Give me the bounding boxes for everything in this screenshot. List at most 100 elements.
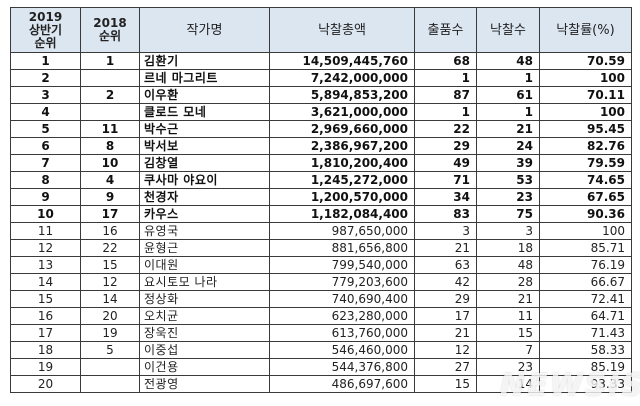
rank-2019-cell: 6 (10, 137, 81, 155)
artist-name-cell: 박수근 (139, 120, 270, 138)
sell-rate-cell: 66.67 (539, 273, 632, 291)
rank-2019-cell: 18 (10, 341, 81, 359)
table-row: 20 전광영 486,697,600 15 14 93.33 (10, 375, 632, 393)
artist-name-cell: 김환기 (139, 52, 270, 70)
lots-sold-cell: 53 (476, 171, 540, 189)
lots-offered-cell: 63 (414, 256, 477, 274)
lots-offered-cell: 34 (414, 188, 477, 206)
table-row: 5 11 박수근 2,969,660,000 22 21 95.45 (10, 120, 632, 138)
lots-offered-cell: 17 (414, 307, 477, 325)
table-row: 11 16 유영국 987,650,000 3 3 100 (10, 222, 632, 240)
rank-2019-cell: 2 (10, 69, 81, 87)
lots-offered-cell: 1 (414, 103, 477, 121)
artist-name-cell: 이중섭 (139, 341, 270, 359)
sell-rate-cell: 100 (539, 103, 632, 121)
artist-name-cell: 요시토모 나라 (139, 273, 270, 291)
table-body: 1 1 김환기 14,509,445,760 68 48 70.59 2 르네 마그리트 7,24… (10, 52, 632, 393)
rank-2019-cell: 10 (10, 205, 81, 223)
lots-sold-cell: 39 (476, 154, 540, 172)
sell-rate-cell: 71.43 (539, 324, 632, 342)
rank-2019-cell: 1 (10, 52, 81, 70)
lots-sold-cell: 75 (476, 205, 540, 223)
total-sales-cell: 5,894,853,200 (269, 86, 415, 104)
lots-sold-cell: 11 (476, 307, 540, 325)
sell-rate-cell: 58.33 (539, 341, 632, 359)
table-row: 18 5 이중섭 546,460,000 12 7 58.33 (10, 341, 632, 359)
lots-offered-cell: 29 (414, 137, 477, 155)
sell-rate-cell: 70.59 (539, 52, 632, 70)
sell-rate-cell: 74.65 (539, 171, 632, 189)
table-row: 3 2 이우환 5,894,853,200 87 61 70.11 (10, 86, 632, 104)
artist-name-cell: 오치균 (139, 307, 270, 325)
sell-rate-cell: 70.11 (539, 86, 632, 104)
table-row: 2 르네 마그리트 7,242,000,000 1 1 100 (10, 69, 632, 87)
total-sales-cell: 1,245,272,000 (269, 171, 415, 189)
table-row: 15 14 정상화 740,690,400 29 21 72.41 (10, 290, 632, 308)
table-row: 9 9 천경자 1,200,570,000 34 23 67.65 (10, 188, 632, 206)
header-rank-2019: 2019 상반기 순위 (10, 7, 81, 53)
lots-sold-cell: 18 (476, 239, 540, 257)
artist-name-cell: 클로드 모네 (139, 103, 270, 121)
table-row: 13 15 이대원 799,540,000 63 48 76.19 (10, 256, 632, 274)
lots-offered-cell: 21 (414, 324, 477, 342)
total-sales-cell: 740,690,400 (269, 290, 415, 308)
header-total: 낙찰총액 (269, 7, 415, 53)
rank-2018-cell (80, 358, 140, 376)
lots-sold-cell: 23 (476, 358, 540, 376)
artist-name-cell: 이건용 (139, 358, 270, 376)
lots-sold-cell: 15 (476, 324, 540, 342)
rank-2018-cell: 2 (80, 86, 140, 104)
total-sales-cell: 14,509,445,760 (269, 52, 415, 70)
lots-sold-cell: 1 (476, 69, 540, 87)
rank-2019-cell: 15 (10, 290, 81, 308)
total-sales-cell: 544,376,800 (269, 358, 415, 376)
header-sell-rate: 낙찰률(%) (539, 7, 632, 53)
rank-2019-cell: 13 (10, 256, 81, 274)
rank-2018-cell: 22 (80, 239, 140, 257)
total-sales-cell: 1,810,200,400 (269, 154, 415, 172)
sell-rate-cell: 76.19 (539, 256, 632, 274)
rank-2019-cell: 5 (10, 120, 81, 138)
total-sales-cell: 2,969,660,000 (269, 120, 415, 138)
rank-2019-cell: 3 (10, 86, 81, 104)
total-sales-cell: 613,760,000 (269, 324, 415, 342)
sell-rate-cell: 79.59 (539, 154, 632, 172)
lots-sold-cell: 3 (476, 222, 540, 240)
rank-2019-cell: 20 (10, 375, 81, 393)
rank-2018-cell: 11 (80, 120, 140, 138)
rank-2019-cell: 8 (10, 171, 81, 189)
sell-rate-cell: 100 (539, 222, 632, 240)
sell-rate-cell: 93.33 (539, 375, 632, 393)
artist-name-cell: 르네 마그리트 (139, 69, 270, 87)
sell-rate-cell: 72.41 (539, 290, 632, 308)
lots-offered-cell: 68 (414, 52, 477, 70)
rank-2018-cell: 20 (80, 307, 140, 325)
table-row: 8 4 쿠사마 야요이 1,245,272,000 71 53 74.65 (10, 171, 632, 189)
total-sales-cell: 7,242,000,000 (269, 69, 415, 87)
lots-sold-cell: 48 (476, 256, 540, 274)
rank-2019-cell: 19 (10, 358, 81, 376)
artist-name-cell: 카우스 (139, 205, 270, 223)
lots-offered-cell: 83 (414, 205, 477, 223)
total-sales-cell: 3,621,000,000 (269, 103, 415, 121)
lots-sold-cell: 21 (476, 290, 540, 308)
lots-sold-cell: 24 (476, 137, 540, 155)
header-lots-offered: 출품수 (414, 7, 477, 53)
rank-2018-cell: 16 (80, 222, 140, 240)
artist-name-cell: 전광영 (139, 375, 270, 393)
sell-rate-cell: 90.36 (539, 205, 632, 223)
artist-name-cell: 천경자 (139, 188, 270, 206)
lots-offered-cell: 1 (414, 69, 477, 87)
artist-name-cell: 정상화 (139, 290, 270, 308)
table-row: 17 19 장욱진 613,760,000 21 15 71.43 (10, 324, 632, 342)
rank-2018-cell: 8 (80, 137, 140, 155)
artist-name-cell: 장욱진 (139, 324, 270, 342)
lots-sold-cell: 14 (476, 375, 540, 393)
rank-2019-cell: 12 (10, 239, 81, 257)
rank-2018-cell: 19 (80, 324, 140, 342)
lots-sold-cell: 61 (476, 86, 540, 104)
total-sales-cell: 2,386,967,200 (269, 137, 415, 155)
lots-offered-cell: 87 (414, 86, 477, 104)
lots-sold-cell: 23 (476, 188, 540, 206)
lots-sold-cell: 21 (476, 120, 540, 138)
